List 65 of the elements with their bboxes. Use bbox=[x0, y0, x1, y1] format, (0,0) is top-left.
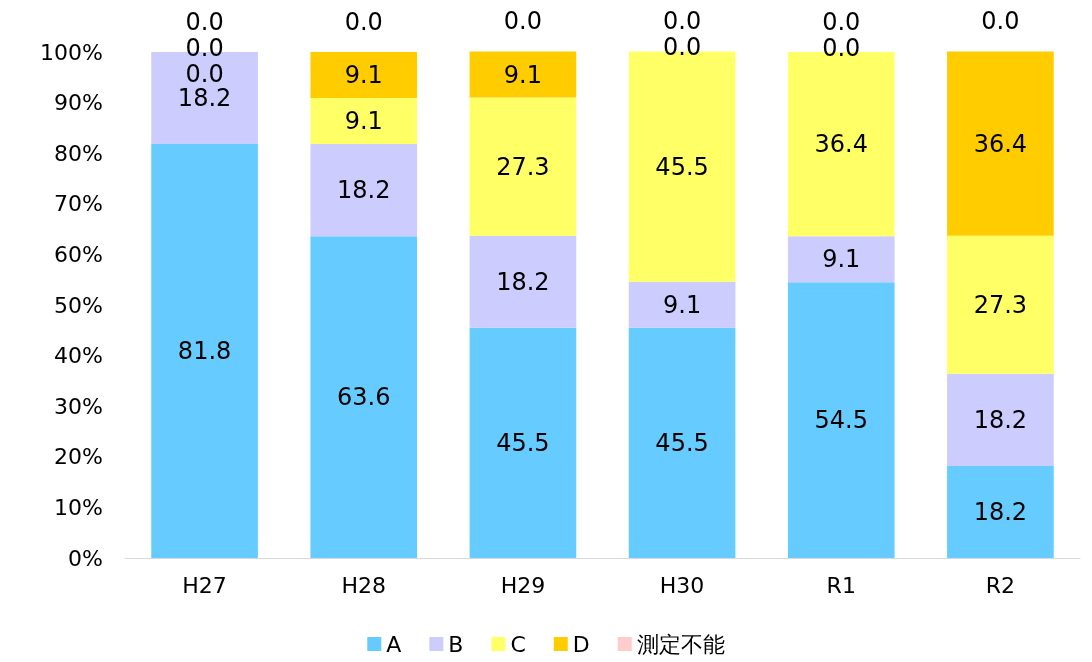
data-label: 9.1 bbox=[822, 245, 861, 274]
x-tick-label: R2 bbox=[985, 572, 1016, 598]
legend-label: 測定不能 bbox=[636, 631, 725, 657]
bar bbox=[787, 282, 895, 558]
data-label: 0.0 bbox=[663, 7, 702, 36]
x-tick-label: H30 bbox=[659, 572, 705, 598]
x-tick-label: R1 bbox=[826, 572, 856, 598]
legend-label: C bbox=[510, 631, 526, 657]
legend-label: D bbox=[572, 631, 590, 657]
legend-label: B bbox=[448, 631, 464, 657]
data-label: 9.1 bbox=[663, 290, 702, 319]
data-label: 0.0 bbox=[503, 7, 542, 36]
bar bbox=[469, 327, 577, 558]
data-label: 27.3 bbox=[973, 290, 1028, 319]
bar bbox=[469, 97, 577, 236]
data-label: 9.1 bbox=[344, 61, 383, 90]
data-label: 0.0 bbox=[185, 34, 224, 62]
y-tick-label: 90% bbox=[54, 90, 103, 116]
data-label: 54.5 bbox=[814, 406, 868, 435]
y-tick-label: 60% bbox=[54, 241, 103, 267]
data-label: 0.0 bbox=[981, 7, 1020, 36]
bar bbox=[469, 51, 577, 98]
data-label: 81.8 bbox=[177, 337, 232, 366]
y-tick-label: 0% bbox=[68, 545, 103, 571]
data-label: 27.3 bbox=[496, 152, 550, 181]
data-label: 18.2 bbox=[337, 176, 391, 205]
data-label: 0.0 bbox=[185, 8, 224, 36]
bar bbox=[310, 52, 418, 99]
x-tick-label: H27 bbox=[182, 572, 227, 598]
bar bbox=[469, 235, 577, 328]
y-tick-label: 100% bbox=[40, 39, 103, 65]
data-label: 0.0 bbox=[822, 8, 861, 36]
y-tick-label: 80% bbox=[54, 140, 103, 166]
bar bbox=[947, 51, 1054, 236]
y-tick-label: 70% bbox=[54, 191, 103, 217]
bar bbox=[151, 144, 258, 558]
bar bbox=[310, 144, 418, 237]
legend-label: A bbox=[386, 631, 402, 657]
data-label: 9.1 bbox=[503, 60, 542, 89]
data-label: 18.2 bbox=[496, 267, 550, 296]
y-tick-label: 10% bbox=[54, 494, 103, 520]
data-label: 63.6 bbox=[337, 383, 391, 412]
bar bbox=[310, 98, 418, 145]
x-tick-label: H29 bbox=[500, 572, 546, 598]
data-label: 45.5 bbox=[655, 152, 709, 181]
bar bbox=[628, 327, 736, 558]
data-label: 45.5 bbox=[655, 428, 709, 457]
y-tick-label: 20% bbox=[54, 444, 103, 470]
y-tick-label: 30% bbox=[54, 393, 103, 419]
data-label: 36.4 bbox=[973, 129, 1028, 158]
y-tick-label: 50% bbox=[54, 292, 103, 318]
data-label: 18.2 bbox=[973, 405, 1028, 434]
bar bbox=[628, 281, 736, 328]
data-label: 0.0 bbox=[344, 8, 383, 36]
bar bbox=[947, 235, 1054, 374]
data-label: 9.1 bbox=[344, 107, 383, 136]
data-label: 18.2 bbox=[973, 497, 1028, 526]
bar bbox=[310, 236, 418, 558]
y-tick-label: 40% bbox=[54, 343, 103, 369]
bar bbox=[787, 236, 895, 283]
data-label: 45.5 bbox=[496, 428, 550, 457]
x-tick-label: H28 bbox=[341, 572, 387, 598]
bar bbox=[947, 465, 1054, 558]
bar bbox=[947, 373, 1054, 466]
data-label: 36.4 bbox=[814, 130, 868, 159]
